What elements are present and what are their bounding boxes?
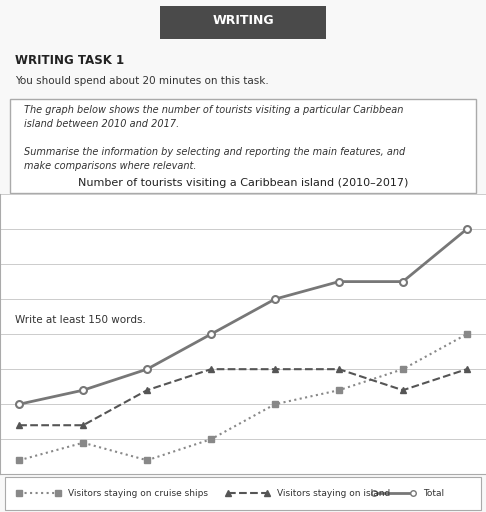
FancyBboxPatch shape — [10, 99, 476, 193]
Text: Write at least 150 words.: Write at least 150 words. — [15, 315, 145, 325]
Title: Number of tourists visiting a Caribbean island (2010–2017): Number of tourists visiting a Caribbean … — [78, 178, 408, 188]
Text: You should spend about 20 minutes on this task.: You should spend about 20 minutes on thi… — [15, 76, 268, 87]
Text: WRITING TASK 1: WRITING TASK 1 — [15, 54, 124, 67]
FancyBboxPatch shape — [5, 477, 481, 510]
Text: The graph below shows the number of tourists visiting a particular Caribbean
isl: The graph below shows the number of tour… — [24, 105, 405, 171]
Text: Total: Total — [423, 488, 444, 498]
Text: WRITING: WRITING — [212, 14, 274, 27]
Text: Visitors staying on island: Visitors staying on island — [277, 488, 390, 498]
FancyBboxPatch shape — [160, 7, 326, 39]
Text: Visitors staying on cruise ships: Visitors staying on cruise ships — [68, 488, 208, 498]
